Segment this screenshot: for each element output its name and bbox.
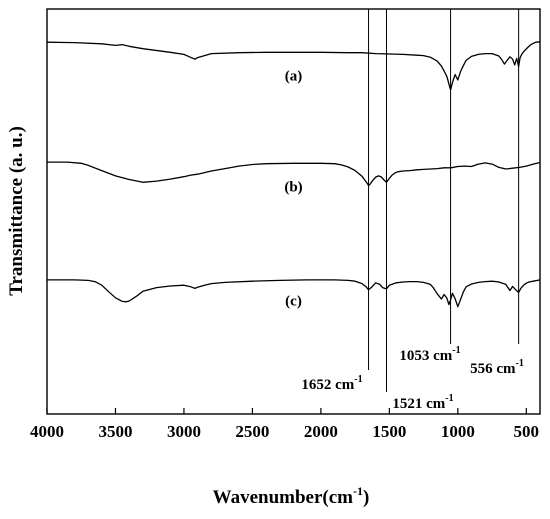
series-label: (c) — [285, 293, 302, 309]
x-tick-label: 1000 — [441, 422, 475, 441]
annotation-label: 1652 cm-1 — [301, 374, 362, 393]
x-axis-title-sup: -1 — [353, 484, 363, 498]
annotation-label: 556 cm-1 — [470, 358, 524, 377]
annotation-layer: 1652 cm-1 1521 cm-1 1053 cm-1 556 cm-1 — [301, 9, 524, 412]
x-axis-title-close: ) — [363, 487, 369, 508]
series-line — [47, 279, 541, 308]
x-tick-label: 2500 — [235, 422, 269, 441]
series-layer: (a) (b) (c) — [46, 41, 541, 309]
x-tick-label: 3000 — [167, 422, 201, 441]
annotation-label: 1053 cm-1 — [399, 345, 460, 364]
y-axis-title: Transmittance (a. u.) — [6, 126, 27, 296]
x-tick-label: 2000 — [304, 422, 338, 441]
plot-frame — [46, 8, 541, 415]
x-axis-title: Wavenumber(cm-1) — [213, 484, 370, 508]
series-label: (b) — [284, 180, 302, 196]
series-line — [47, 161, 541, 187]
x-axis-ticks: 4000 3500 3000 2500 2000 1500 1000 500 — [30, 408, 539, 441]
x-tick-label: 1500 — [372, 422, 406, 441]
series-label: (a) — [285, 68, 303, 84]
series-line — [46, 41, 541, 91]
x-axis-title-main: Wavenumber(cm — [213, 487, 354, 508]
annotation-label: 1521 cm-1 — [392, 393, 453, 412]
x-tick-label: 4000 — [30, 422, 64, 441]
x-tick-label: 500 — [514, 422, 540, 441]
x-tick-label: 3500 — [98, 422, 132, 441]
